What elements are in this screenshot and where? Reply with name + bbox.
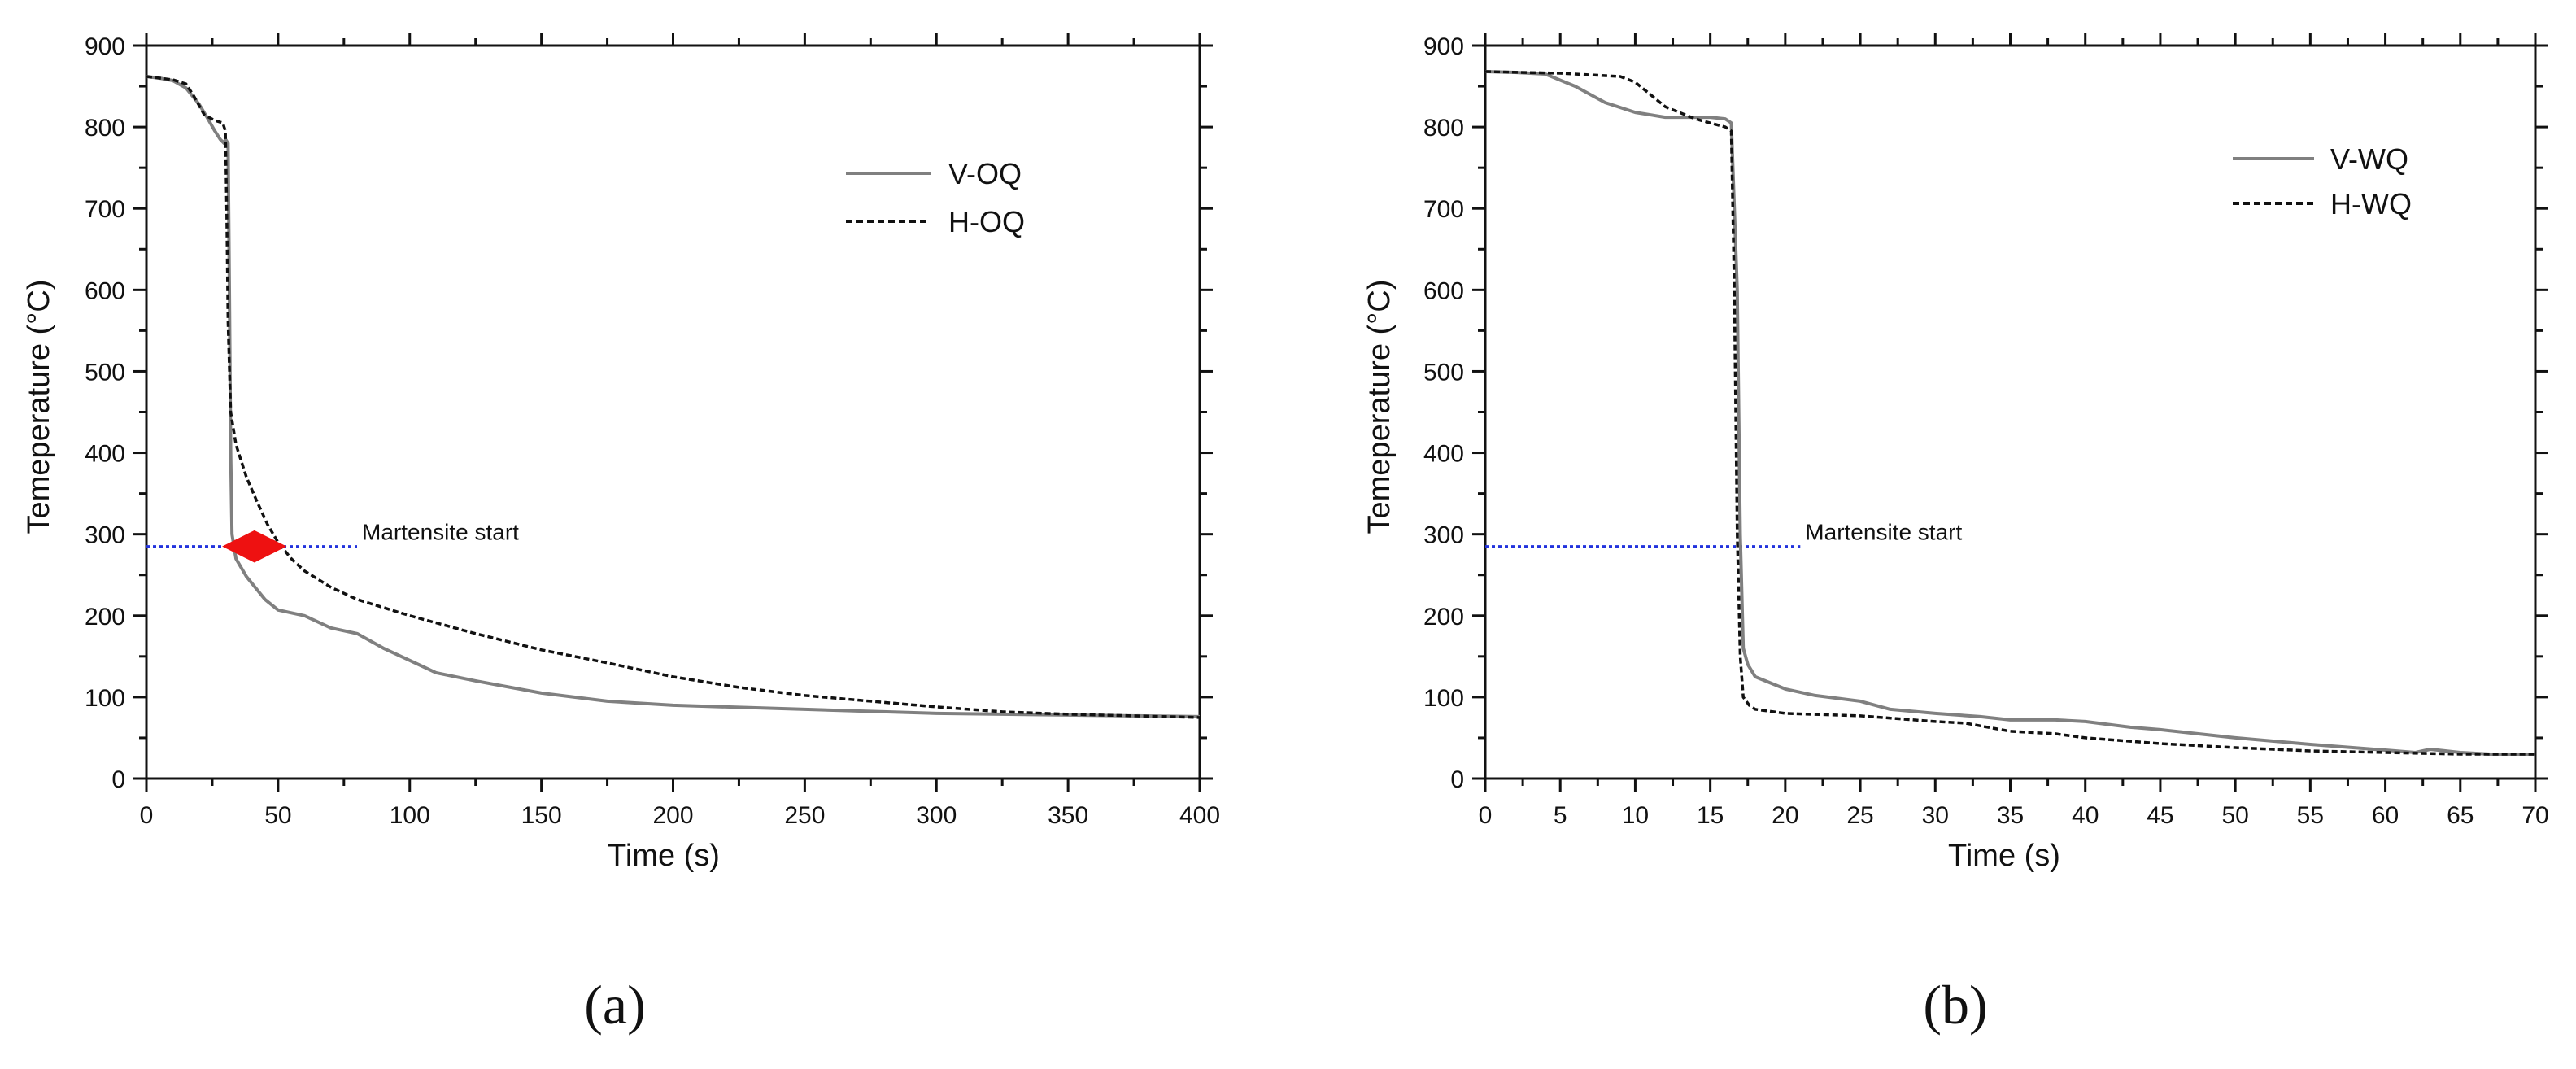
y-tick-label-a: 300 (85, 522, 125, 549)
y-tick-label-a: 600 (85, 277, 125, 304)
x-tick-label-b: 55 (2297, 802, 2324, 829)
x-tick-label-a: 50 (264, 802, 291, 829)
x-tick-label-b: 40 (2072, 802, 2099, 829)
legend-a: V-OQ H-OQ (846, 157, 1025, 238)
plot-area-a: 0 50 100 150 200 250 300 350 400 0 100 200 300 400 500… (85, 33, 1220, 829)
x-tick-label-a: 0 (140, 802, 154, 829)
x-tick-label-b: 65 (2447, 802, 2474, 829)
x-tick-label-b: 35 (1997, 802, 2024, 829)
panel-label-b: (b) (1923, 974, 1987, 1036)
y-tick-label-a: 0 (111, 766, 125, 793)
y-tick-label-b: 900 (1423, 33, 1464, 60)
legend-b: V-WQ H-WQ (2233, 142, 2412, 220)
legend-label-h-oq: H-OQ (948, 205, 1025, 238)
y-tick-label-b: 100 (1423, 685, 1464, 712)
x-tick-label-b: 60 (2372, 802, 2399, 829)
y-tick-label-a: 500 (85, 359, 125, 386)
y-tick-label-b: 700 (1423, 196, 1464, 223)
plot-frame-a (145, 44, 1201, 780)
y-tick-label-a: 900 (85, 33, 125, 60)
y-tick-label-a: 100 (85, 685, 125, 712)
martensite-start-label-a: Martensite start (362, 520, 519, 545)
x-tick-label-a: 350 (1048, 802, 1088, 829)
y-tick-label-b: 800 (1423, 115, 1464, 142)
y-tick-label-a: 700 (85, 196, 125, 223)
x-tick-label-a: 200 (652, 802, 693, 829)
panel-label-a: (a) (584, 974, 645, 1036)
y-axis-title-a: Temeperature (°C) (22, 280, 56, 534)
x-tick-label-b: 15 (1697, 802, 1724, 829)
x-tick-label-b: 10 (1622, 802, 1649, 829)
x-tick-label-a: 250 (784, 802, 825, 829)
chart-panel-b: 0 5 10 15 20 25 30 35 40 45 50 55 60 65 70010020030040… (1362, 33, 2549, 1036)
x-tick-label-b: 50 (2221, 802, 2248, 829)
x-axis-title-a: Time (s) (608, 839, 720, 873)
chart-panel-a: 0 50 100 150 200 250 300 350 400 0 100 200 300 400 500… (22, 33, 1220, 1036)
plot-area-b: 0 5 10 15 20 25 30 35 40 45 50 55 60 65 70010020030040… (1423, 33, 2549, 829)
martensite-start-label-b: Martensite start (1805, 520, 1962, 545)
series-line-v-oq (146, 75, 1201, 718)
y-tick-label-a: 200 (85, 604, 125, 630)
legend-label-v-wq: V-WQ (2330, 142, 2408, 176)
legend-label-h-wq: H-WQ (2330, 187, 2412, 220)
series-line-h-oq (146, 75, 1201, 719)
x-axis-title-b: Time (s) (1948, 839, 2060, 873)
x-tick-label-b: 0 (1479, 802, 1493, 829)
x-tick-label-b: 20 (1772, 802, 1798, 829)
x-tick-label-b: 30 (1922, 802, 1949, 829)
y-tick-label-b: 600 (1423, 277, 1464, 304)
series-line-v-wq (1484, 70, 2535, 756)
y-tick-label-b: 400 (1423, 441, 1464, 468)
x-tick-label-a: 300 (916, 802, 957, 829)
y-tick-label-b: 300 (1423, 522, 1464, 549)
y-tick-label-b: 0 (1450, 766, 1464, 793)
y-tick-label-b: 200 (1423, 604, 1464, 630)
x-tick-label-a: 400 (1179, 802, 1220, 829)
x-tick-label-b: 45 (2147, 802, 2173, 829)
y-tick-label-a: 400 (85, 441, 125, 468)
y-tick-label-a: 800 (85, 115, 125, 142)
x-tick-label-b: 5 (1554, 802, 1567, 829)
x-tick-label-b: 25 (1846, 802, 1873, 829)
legend-label-v-oq: V-OQ (948, 157, 1022, 190)
y-tick-label-b: 500 (1423, 359, 1464, 386)
x-tick-label-a: 150 (521, 802, 562, 829)
x-tick-label-b: 70 (2522, 802, 2548, 829)
x-tick-label-a: 100 (390, 802, 430, 829)
y-axis-title-b: Temeperature (°C) (1362, 280, 1397, 534)
series-line-h-wq (1484, 70, 2535, 756)
